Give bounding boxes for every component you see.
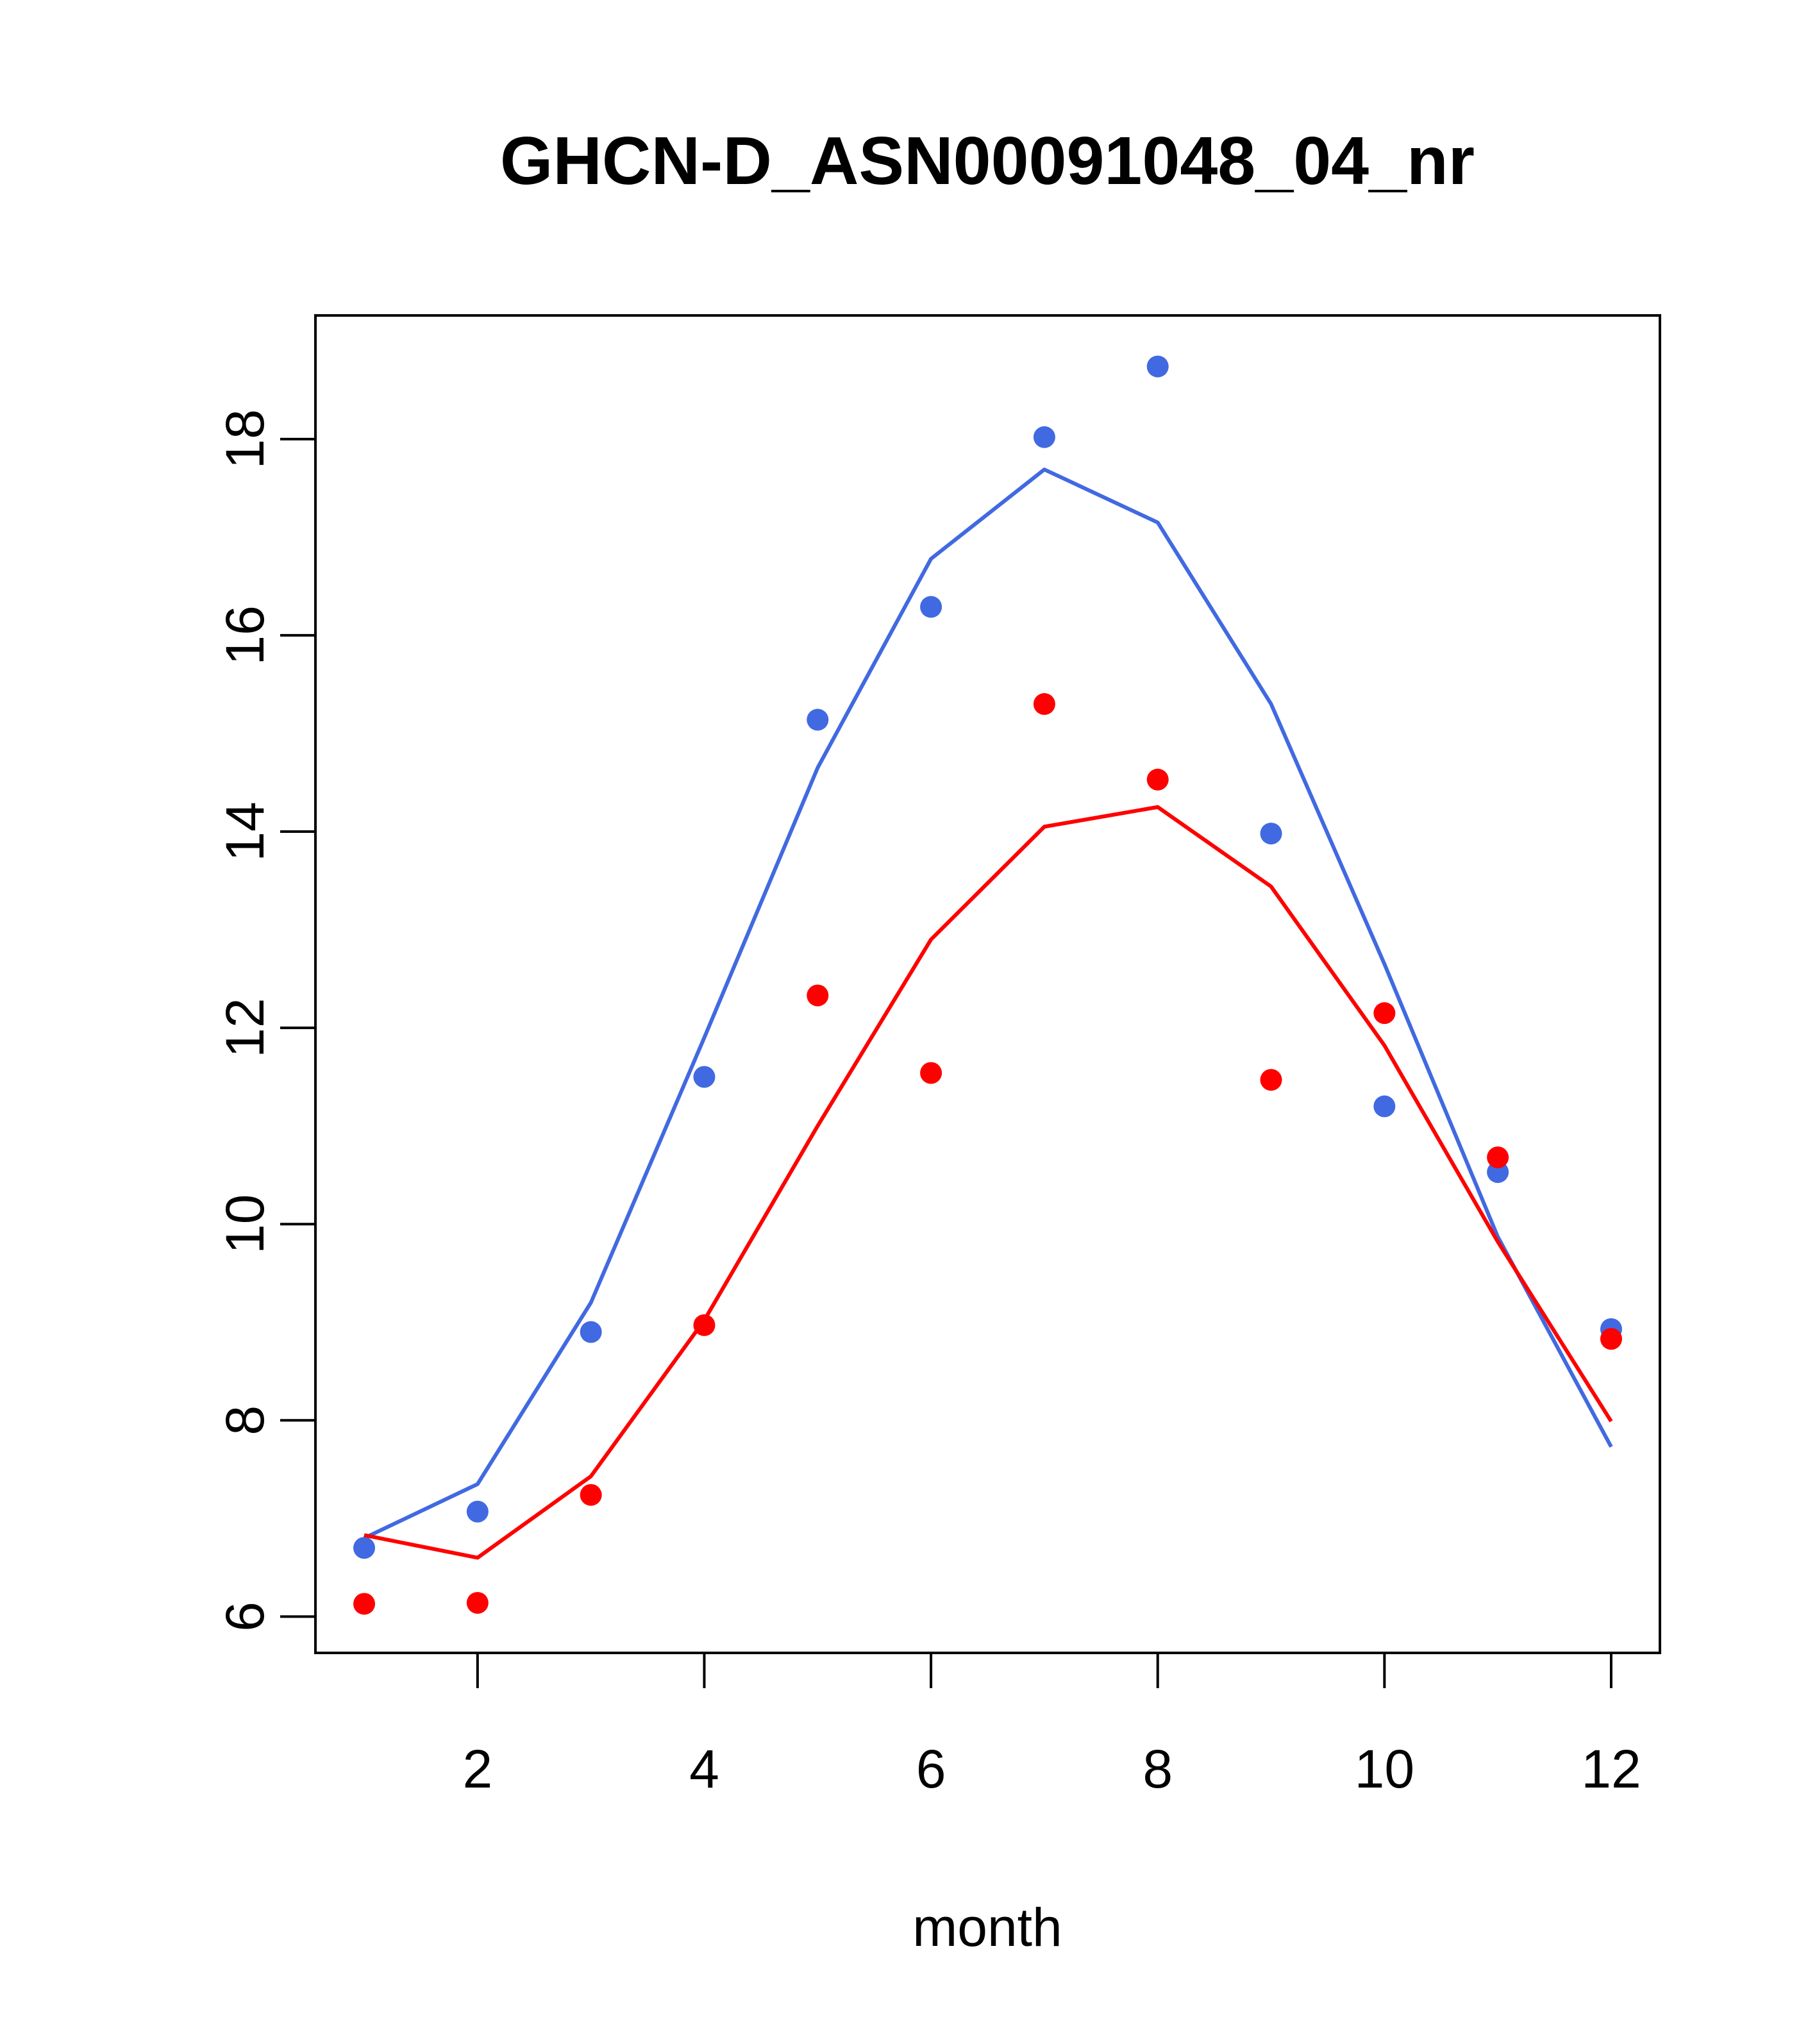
x-axis-label: month	[912, 1897, 1062, 1957]
y-tick-label: 16	[215, 605, 275, 665]
y-tick-label: 8	[215, 1405, 275, 1436]
data-point	[693, 1066, 716, 1088]
data-point	[1146, 768, 1169, 791]
data-point	[353, 1593, 376, 1615]
y-tick-label: 6	[215, 1602, 275, 1632]
y-tick-label: 14	[215, 801, 275, 861]
data-point	[1260, 823, 1282, 845]
x-tick-label: 6	[916, 1739, 946, 1799]
x-tick-label: 10	[1355, 1739, 1414, 1799]
data-point	[466, 1500, 489, 1523]
x-tick-label: 2	[462, 1739, 492, 1799]
series-line	[364, 805, 1613, 1560]
series-line	[363, 467, 1613, 1540]
data-point	[1146, 355, 1169, 378]
y-axis: 6 8 10 12 14 16 18	[215, 409, 317, 1632]
data-point	[1487, 1146, 1509, 1169]
y-tick-label: 12	[215, 998, 275, 1057]
data-point	[807, 708, 829, 731]
data-point	[1373, 1002, 1396, 1025]
data-point	[1600, 1328, 1622, 1350]
data-point	[920, 596, 942, 618]
x-tick-label: 8	[1143, 1739, 1173, 1799]
y-tick-label: 10	[215, 1194, 275, 1253]
data-point	[693, 1314, 716, 1336]
data-point	[580, 1484, 602, 1506]
data-point	[580, 1321, 602, 1343]
data-point	[1033, 426, 1055, 448]
data-point	[1260, 1069, 1282, 1091]
data-point	[353, 1537, 376, 1559]
chart-title: GHCN-D_ASN00091048_04_nr	[500, 123, 1475, 199]
series-layer	[353, 355, 1622, 1615]
x-tick-label: 12	[1581, 1739, 1641, 1799]
x-tick-label: 4	[689, 1739, 719, 1799]
data-point	[807, 984, 829, 1007]
data-point	[920, 1062, 942, 1084]
data-point	[1373, 1095, 1396, 1118]
y-tick-label: 18	[215, 409, 275, 469]
data-point	[466, 1591, 489, 1614]
data-point	[1033, 693, 1055, 716]
x-axis: 2 4 6 8 10 12	[462, 1652, 1641, 1799]
